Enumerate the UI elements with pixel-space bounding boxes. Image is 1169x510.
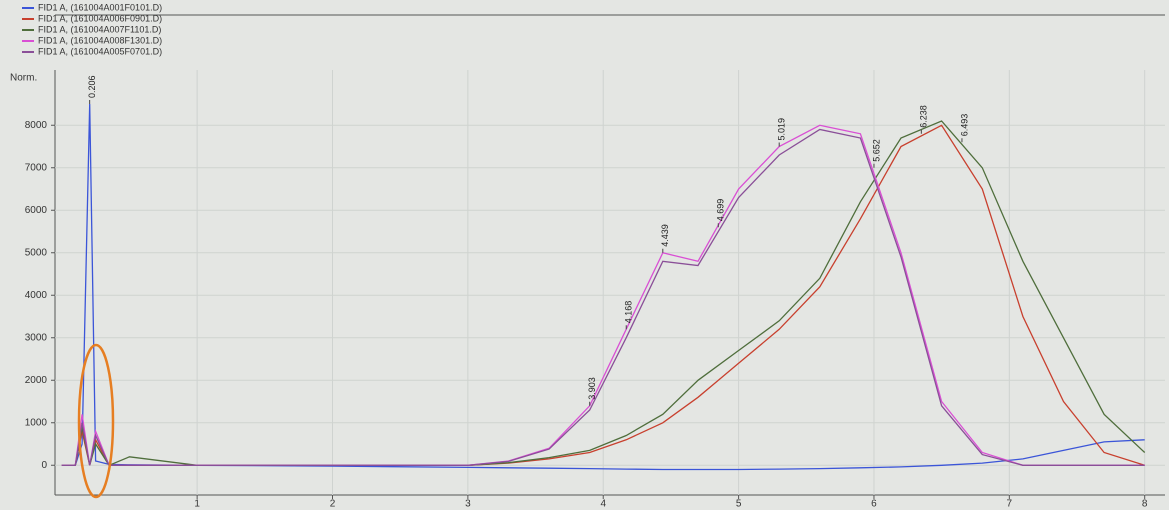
annotation: 4.168 xyxy=(624,301,634,324)
x-tick-label: 6 xyxy=(871,499,877,510)
legend: FID1 A, (161004A001F0101.D)FID1 A, (1610… xyxy=(22,2,162,56)
page: {"chart_data": {"type": "line", "y_label… xyxy=(0,0,1169,510)
annotation: 5.019 xyxy=(777,118,787,141)
legend-label: FID1 A, (161004A008F1301.D) xyxy=(38,35,162,45)
annotation: 5.652 xyxy=(871,139,881,162)
y-tick-label: 7000 xyxy=(25,162,48,173)
x-tick-label: 4 xyxy=(600,499,606,510)
legend-label: FID1 A, (161004A001F0101.D) xyxy=(38,2,162,12)
chart: Norm. FID1 A, (161004A001F0101.D)FID1 A,… xyxy=(0,0,1169,510)
annotation: 3.903 xyxy=(587,377,597,400)
annotation: 6.493 xyxy=(959,114,969,137)
x-tick-label: 5 xyxy=(736,499,742,510)
x-tick-label: 8 xyxy=(1142,499,1148,510)
x-tick-label: 2 xyxy=(330,499,336,510)
y-tick-label: 4000 xyxy=(25,290,48,301)
y-axis-label: Norm. xyxy=(10,73,37,84)
legend-label: FID1 A, (161004A007F1101.D) xyxy=(38,24,161,34)
y-tick-label: 2000 xyxy=(25,375,48,386)
y-tick-label: 1000 xyxy=(25,417,48,428)
x-tick-label: 3 xyxy=(465,499,471,510)
y-tick-label: 3000 xyxy=(25,332,48,343)
annotation: 4.699 xyxy=(716,199,726,222)
annotation: 6.238 xyxy=(919,105,929,128)
legend-label: FID1 A, (161004A006F0901.D) xyxy=(38,13,162,23)
legend-label: FID1 A, (161004A005F0701.D) xyxy=(38,46,162,56)
y-tick-label: 8000 xyxy=(25,120,48,131)
y-tick-label: 5000 xyxy=(25,247,48,258)
annotation: 0.206 xyxy=(87,75,97,98)
x-tick-label: 1 xyxy=(194,499,200,510)
y-tick-label: 0 xyxy=(41,460,47,471)
x-tick-label: 7 xyxy=(1007,499,1013,510)
annotation: 4.439 xyxy=(660,224,670,247)
background xyxy=(0,0,1169,510)
y-tick-label: 6000 xyxy=(25,205,48,216)
